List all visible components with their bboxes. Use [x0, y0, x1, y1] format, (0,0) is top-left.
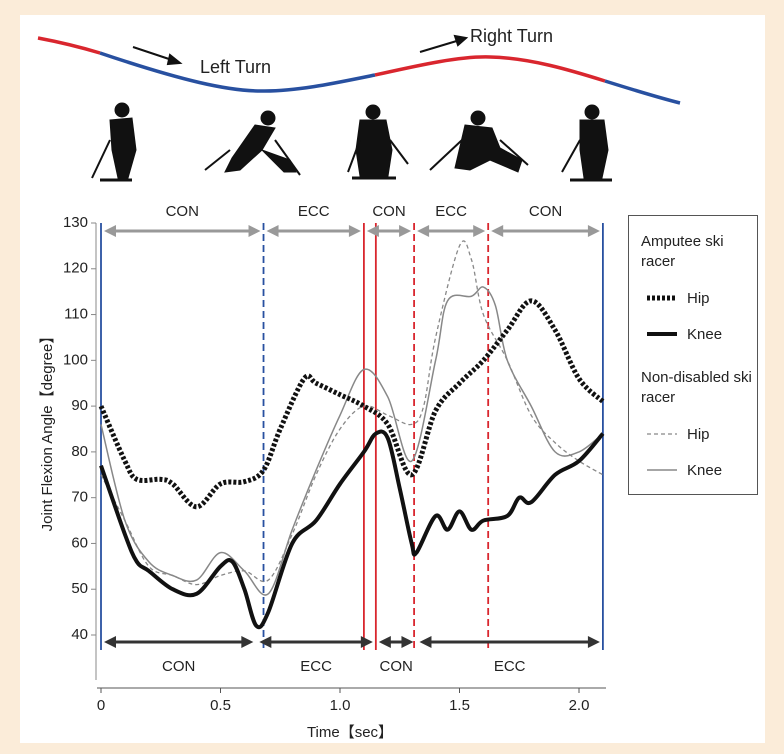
y-tick-label: 100: [63, 351, 88, 368]
x-tick-label: 1.0: [330, 697, 351, 714]
right-turn-label: Right Turn: [470, 26, 553, 46]
series-line: [101, 241, 603, 585]
trajectory: [375, 57, 605, 81]
y-tick-label: 90: [71, 397, 88, 414]
y-axis-title: Joint Flexion Angle【degree】: [39, 329, 56, 532]
legend-swatch: [645, 293, 679, 303]
legend: Amputee ski racer Hip Knee Non-disabled ski…: [628, 215, 758, 495]
arrow-head: [588, 636, 600, 648]
direction-arrows: [133, 36, 466, 64]
phase-label: CON: [166, 203, 199, 220]
series-line: [101, 287, 603, 595]
x-tick-label: 2.0: [569, 697, 590, 714]
phase-label: ECC: [435, 203, 467, 220]
arrow-head: [104, 636, 116, 648]
left-turn-label: Left Turn: [200, 57, 271, 77]
phase-label: CON: [162, 658, 195, 675]
phase-label: CON: [372, 203, 405, 220]
y-tick-label: 80: [71, 443, 88, 460]
skier-silhouettes: [92, 103, 612, 180]
legend-swatch: [645, 329, 679, 339]
y-tick-label: 50: [71, 580, 88, 597]
arrow-head: [491, 225, 503, 237]
y-tick-label: 70: [71, 489, 88, 506]
legend-label: Hip: [687, 290, 710, 307]
legend-entry: Hip: [645, 424, 710, 444]
arrow-head: [417, 225, 429, 237]
x-tick-label: 1.5: [449, 697, 470, 714]
x-axis-title: Time【sec】: [307, 724, 393, 741]
legend-group-title: Non-disabled ski racer: [641, 368, 753, 408]
arrow-head: [419, 636, 431, 648]
arrow-head: [241, 636, 253, 648]
legend-swatch: [645, 465, 679, 475]
arrow-head: [379, 636, 391, 648]
legend-label: Knee: [687, 462, 722, 479]
legend-label: Hip: [687, 426, 710, 443]
phase-label: CON: [379, 658, 412, 675]
arrow-head: [588, 225, 600, 237]
legend-entry: Knee: [645, 460, 722, 480]
arrow-head: [361, 636, 373, 648]
arrow-head: [367, 225, 379, 237]
x-tick-label: 0: [97, 697, 105, 714]
legend-group-title: Amputee ski racer: [641, 232, 753, 272]
y-tick-label: 40: [71, 626, 88, 643]
arrow-head: [349, 225, 361, 237]
arrow-head: [267, 225, 279, 237]
page: Left Turn Right Turn Joint Flexion Angle…: [0, 0, 784, 754]
series-line: [101, 301, 603, 507]
legend-entry: Hip: [645, 288, 710, 308]
legend-swatch: [645, 429, 679, 439]
series-line: [101, 432, 603, 628]
phase-label: ECC: [300, 658, 332, 675]
trajectory: [38, 38, 100, 53]
arrow-head: [473, 225, 485, 237]
arrow-head: [249, 225, 261, 237]
x-tick-label: 0.5: [210, 697, 231, 714]
y-tick-label: 60: [71, 534, 88, 551]
trajectory: [605, 81, 680, 103]
arrow-head: [104, 225, 116, 237]
phase-label: ECC: [298, 203, 330, 220]
arrow-head: [399, 225, 411, 237]
phase-label: CON: [529, 203, 562, 220]
arrow-head: [259, 636, 271, 648]
phase-label: ECC: [494, 658, 526, 675]
y-tick-label: 120: [63, 260, 88, 277]
legend-label: Knee: [687, 326, 722, 343]
y-tick-label: 110: [64, 306, 88, 323]
arrow-head: [401, 636, 413, 648]
y-tick-label: 130: [63, 214, 88, 231]
legend-entry: Knee: [645, 324, 722, 344]
